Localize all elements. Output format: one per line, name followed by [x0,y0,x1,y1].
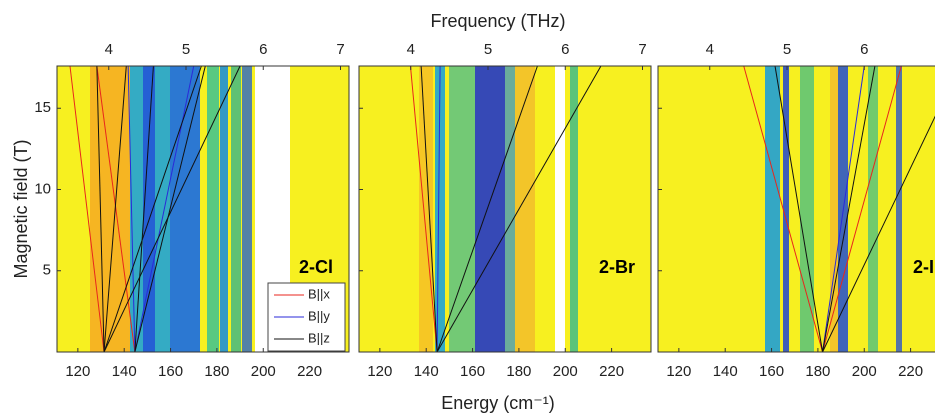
heatmap-stripe [570,66,578,352]
transition-line [743,65,824,353]
x2-tick-label: 7 [336,41,344,58]
x-tick-label: 200 [553,363,578,380]
x2-tick-label: 6 [259,41,267,58]
heatmap-stripe [830,66,838,352]
heatmap-stripe [435,66,445,352]
x2-tick-label: 6 [860,41,868,58]
transition-line [103,65,202,353]
legend-text: B||z [308,330,330,345]
heatmap-stripe [783,66,789,352]
panel-label: 2-Br [599,257,635,277]
transition-line [436,65,538,353]
x-tick-label: 160 [759,363,784,380]
transition-line [822,65,865,353]
x-tick-label: 220 [599,363,624,380]
x-tick-label: 180 [805,363,830,380]
transition-line [822,65,902,353]
transition-line [436,65,441,353]
transition-line [134,65,206,353]
panel: 120 140 160 180 200 220 4 5 6 7 2-Br [358,41,652,380]
x-tick-label: 160 [460,363,485,380]
x-tick-label: 180 [506,363,531,380]
transition-line [409,65,438,353]
heatmap-background [658,66,935,352]
transition-line [127,65,136,353]
x-tick-label: 140 [112,363,137,380]
x-tick-label: 140 [713,363,738,380]
transition-line [822,65,876,353]
transition-line [96,65,136,353]
panel-frame [358,65,652,353]
transition-line [436,65,602,353]
heatmap-stripe [242,66,252,352]
transition-line [103,65,127,353]
transition-line [134,65,154,353]
y-axis-label: Magnetic field (T) [11,139,31,278]
x-tick-label: 120 [666,363,691,380]
x2-tick-label: 4 [706,41,714,58]
x2-tick-label: 7 [638,41,646,58]
x-tick-label: 140 [414,363,439,380]
x-tick-label: 220 [898,363,923,380]
panel-label: 2-I [913,257,934,277]
x2-tick-label: 5 [484,41,492,58]
heatmap-stripe [765,66,780,352]
legend-text: B||x [308,286,330,301]
heatmap-stripe [896,66,902,352]
heatmap-stripe [505,66,515,352]
x-tick-label: 120 [367,363,392,380]
x-tick-label: 220 [297,363,322,380]
heatmap-stripe [231,66,241,352]
transition-line [69,65,105,353]
transition-line [134,65,195,353]
x2-tick-label: 5 [182,41,190,58]
heatmap-stripe [207,66,219,352]
panel: 120 140 160 180 200 220 4 5 6 7 5 10 15 2-Cl [34,41,350,380]
x-axis-label: Energy (cm⁻¹) [441,393,555,413]
x-tick-label: 200 [251,363,276,380]
heatmap-stripe [800,66,814,352]
panel-label: 2-Cl [299,257,333,277]
panel-frame [56,65,350,353]
transition-line [420,65,438,353]
heatmap-stripe [90,66,130,352]
heatmap-stripe [475,66,505,352]
x2-tick-label: 5 [783,41,791,58]
transition-line [96,65,105,353]
transition-line [822,115,935,353]
y-tick-label: 5 [43,262,51,279]
x2-axis-label: Frequency (THz) [430,11,565,31]
x-tick-label: 180 [204,363,229,380]
heatmap-stripe [220,66,228,352]
x-tick-label: 160 [158,363,183,380]
transition-line [103,65,241,353]
x2-tick-label: 6 [561,41,569,58]
heatmap-stripe [555,66,565,352]
transition-line [774,65,824,353]
legend-text: B||y [308,308,330,323]
heatmap-stripe [419,66,433,352]
y-tick-label: 15 [34,99,51,116]
x2-tick-label: 4 [105,41,113,58]
x-tick-label: 120 [65,363,90,380]
heatmap-stripe [515,66,535,352]
heatmap-stripe [868,66,878,352]
panel-frame [657,65,935,353]
x2-tick-label: 4 [407,41,415,58]
y-tick-label: 10 [34,180,51,197]
x-tick-label: 200 [852,363,877,380]
